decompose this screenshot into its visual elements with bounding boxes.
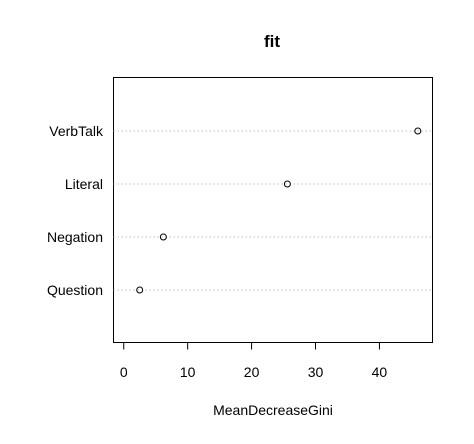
x-tick-label-10: 10: [180, 364, 196, 380]
x-tick-label-40: 40: [372, 364, 388, 380]
category-label-question: Question: [47, 282, 103, 298]
category-label-literal: Literal: [65, 176, 103, 192]
x-axis: 0 10 20 30 40: [120, 342, 388, 380]
x-tick-label-20: 20: [244, 364, 260, 380]
x-tick-label-30: 30: [308, 364, 324, 380]
x-axis-title: MeanDecreaseGini: [213, 402, 333, 418]
data-points: [136, 127, 422, 294]
data-point-negation: [159, 233, 167, 241]
data-point-question: [136, 286, 144, 294]
x-tick-label-0: 0: [120, 364, 128, 380]
data-point-literal: [283, 180, 291, 188]
chart-title: fit: [264, 32, 280, 51]
category-labels: Question Negation Literal VerbTalk: [47, 123, 104, 298]
category-label-verbtalk: VerbTalk: [49, 123, 104, 139]
category-label-negation: Negation: [47, 229, 103, 245]
data-point-verbtalk: [414, 127, 422, 135]
